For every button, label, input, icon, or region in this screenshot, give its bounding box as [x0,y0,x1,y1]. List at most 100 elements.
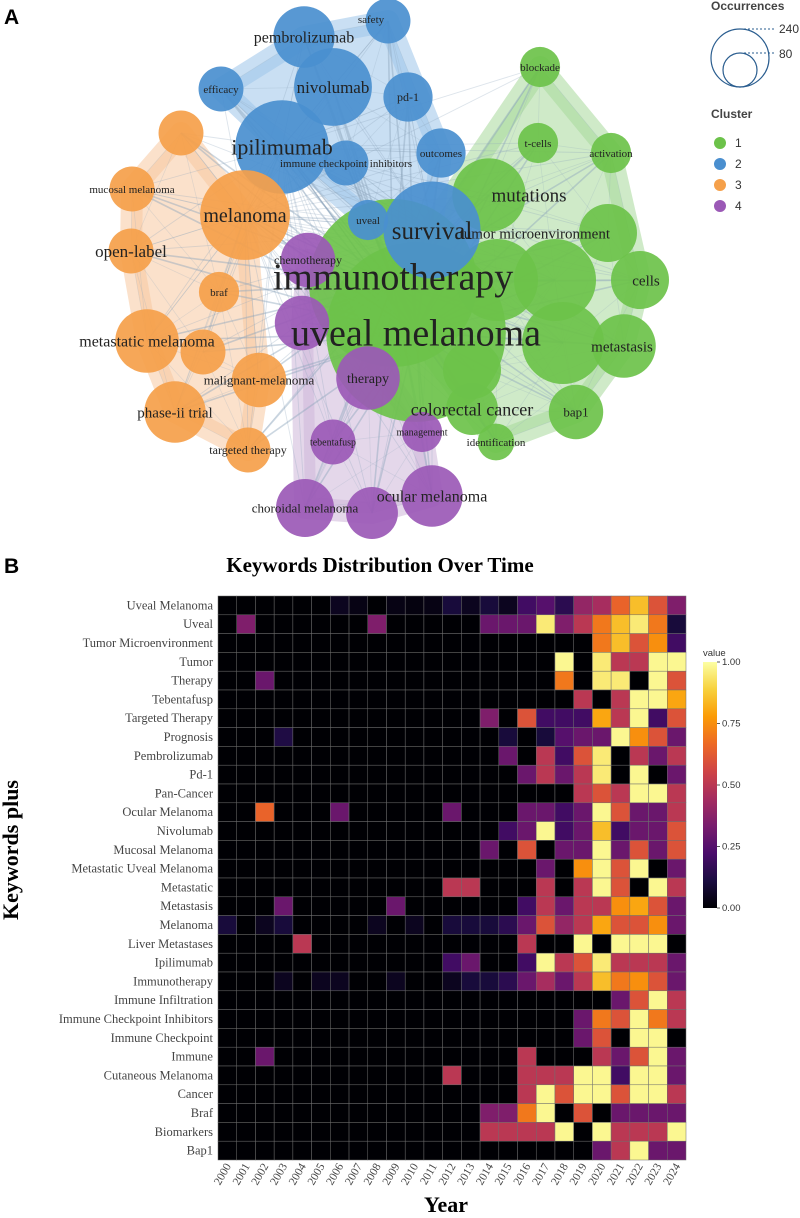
heatmap-cell [311,1046,331,1067]
heatmap-cell [255,633,275,653]
node-mucosal-melanoma[interactable] [109,166,155,212]
heatmap-cell [479,1009,500,1029]
node-melanoma[interactable] [200,170,290,260]
heatmap-cell [348,858,369,879]
y-tick-label: Uveal Melanoma [127,598,214,612]
colorbar-title: value [703,648,726,659]
y-tick-label: Pd-1 [189,768,213,782]
heatmap-cell [667,1028,687,1048]
heatmap-cell [610,990,631,1010]
node-braf[interactable] [198,271,240,313]
heatmap-cell [255,708,275,728]
node-unlabeled-13[interactable] [513,238,597,322]
x-tick-label: 2019 [568,1161,590,1187]
node-colorectal-cancer[interactable] [446,383,498,435]
node-efficacy[interactable] [198,66,244,112]
node-bap1[interactable] [548,384,604,440]
node-tumor-microenvironment[interactable] [579,204,637,262]
node-pd-1[interactable] [383,72,433,122]
heatmap-cell [610,934,631,954]
heatmap-cell [667,1084,687,1104]
node-phase-ii-trial[interactable] [144,381,206,443]
node-ocular-melanoma[interactable] [401,465,463,527]
heatmap-cell [592,708,612,728]
node-unlabeled-14[interactable] [521,301,605,385]
node-outcomes[interactable] [416,128,466,178]
heatmap-cell [461,952,481,973]
heatmap-cell [573,595,593,616]
node-unlabeled-35[interactable] [180,329,226,375]
heatmap-cell [667,802,687,822]
heatmap-cell [479,934,500,954]
heatmap-cell [367,1065,387,1086]
heatmap-cell [610,1065,631,1086]
node-blockade[interactable] [519,46,561,88]
node-pembrolizumab[interactable] [273,6,335,68]
node-ipilimumab[interactable] [235,100,329,194]
heatmap-cell [610,840,631,860]
heatmap-cell [442,595,462,616]
heatmap-cell [554,746,574,766]
x-tick-label: 2012 [437,1161,459,1187]
heatmap-cell [367,783,387,804]
node-t-cells[interactable] [517,122,559,164]
node-survival[interactable] [383,181,481,279]
node-unlabeled-12[interactable] [455,238,539,322]
heatmap-cell [648,821,668,841]
heatmap-cell [217,840,237,860]
node-management[interactable] [401,411,443,453]
node-unlabeled-42[interactable] [274,295,330,351]
node-unlabeled-34[interactable] [158,110,204,156]
heatmap-cell [217,1140,237,1161]
node-choroidal-melanoma[interactable] [276,479,334,537]
node-immune-checkpoint-inhibitors[interactable] [323,140,369,186]
node-uveal[interactable] [347,199,389,241]
node-open-label[interactable] [108,228,154,274]
heatmap-cell [404,727,425,747]
colorbar-tick-label: 0.00 [722,903,741,914]
heatmap-cell [273,1122,294,1142]
heatmap-cell [292,821,312,841]
y-tick-label: Biomarkers [155,1125,213,1139]
node-targeted-therapy[interactable] [225,427,271,473]
node-activation[interactable] [590,132,632,174]
heatmap-cell [292,840,312,860]
node-label-targeted-therapy: targeted therapy [209,443,286,457]
node-therapy[interactable] [336,346,400,410]
heatmap-cell [629,1028,649,1048]
heatmap-cell [330,1122,350,1142]
node-unlabeled-43[interactable] [346,487,398,539]
heatmap-cell [348,633,369,653]
node-unlabeled-15[interactable] [443,341,501,399]
heatmap-cell [292,1140,312,1161]
node-chemotherapy[interactable] [280,232,336,288]
heatmap-cell [498,915,518,935]
heatmap-cell [330,1046,350,1067]
node-metastasis[interactable] [592,314,656,378]
heatmap-cell [217,1103,237,1123]
heatmap-cell [461,652,481,672]
heatmap-cell [442,1065,462,1086]
heatmap-cell [367,727,387,747]
node-cells[interactable] [611,251,669,309]
heatmap-cell [404,1122,425,1142]
heatmap-cell [498,595,518,616]
x-tick-label: 2009 [381,1161,403,1187]
node-tebentafusp[interactable] [310,419,356,465]
node-metastatic-melanoma[interactable] [115,309,179,373]
heatmap-cell [423,1103,443,1123]
node-safety[interactable] [365,0,411,44]
heatmap-cell [667,783,687,804]
size-legend-value-small: 80 [779,47,793,61]
node-nivolumab[interactable] [294,48,372,126]
heatmap-cell [330,670,350,691]
heatmap-cell [535,1065,556,1086]
node-malignant-melanoma[interactable] [231,352,287,408]
node-label-therapy: therapy [347,372,389,387]
heatmap-cell [255,1028,275,1048]
heatmap-cell [255,802,275,822]
heatmap-cell [404,952,425,973]
node-identification[interactable] [477,423,515,461]
heatmap-cell [330,1103,350,1123]
heatmap-cell [442,952,462,973]
